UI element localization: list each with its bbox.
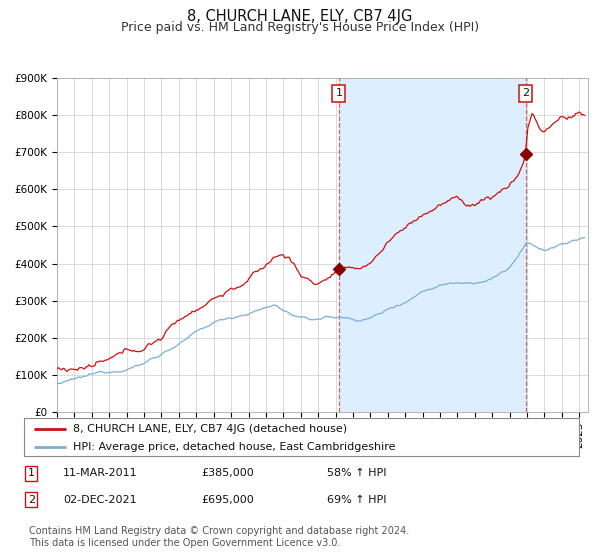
Text: HPI: Average price, detached house, East Cambridgeshire: HPI: Average price, detached house, East… [73, 442, 395, 452]
Text: Contains HM Land Registry data © Crown copyright and database right 2024.
This d: Contains HM Land Registry data © Crown c… [29, 526, 409, 548]
Text: 1: 1 [28, 468, 35, 478]
Text: £385,000: £385,000 [201, 468, 254, 478]
Text: £695,000: £695,000 [201, 494, 254, 505]
Text: 1: 1 [335, 88, 343, 99]
Text: 2: 2 [28, 494, 35, 505]
Text: 8, CHURCH LANE, ELY, CB7 4JG: 8, CHURCH LANE, ELY, CB7 4JG [187, 9, 413, 24]
Text: 8, CHURCH LANE, ELY, CB7 4JG (detached house): 8, CHURCH LANE, ELY, CB7 4JG (detached h… [73, 424, 347, 434]
Text: 58% ↑ HPI: 58% ↑ HPI [327, 468, 386, 478]
Text: 2: 2 [522, 88, 529, 99]
Bar [339, 78, 526, 412]
Text: 69% ↑ HPI: 69% ↑ HPI [327, 494, 386, 505]
Text: Price paid vs. HM Land Registry's House Price Index (HPI): Price paid vs. HM Land Registry's House … [121, 21, 479, 34]
Text: 02-DEC-2021: 02-DEC-2021 [63, 494, 137, 505]
Text: 11-MAR-2011: 11-MAR-2011 [63, 468, 137, 478]
